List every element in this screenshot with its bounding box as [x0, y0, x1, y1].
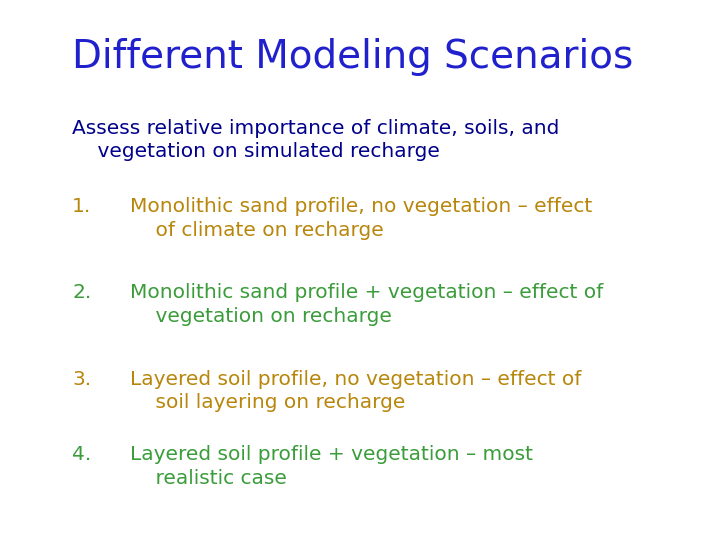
Text: Different Modeling Scenarios: Different Modeling Scenarios	[72, 38, 634, 76]
Text: Layered soil profile + vegetation – most
    realistic case: Layered soil profile + vegetation – most…	[130, 446, 533, 488]
Text: Monolithic sand profile, no vegetation – effect
    of climate on recharge: Monolithic sand profile, no vegetation –…	[130, 197, 592, 240]
Text: 1.: 1.	[72, 197, 91, 216]
Text: Assess relative importance of climate, soils, and
    vegetation on simulated re: Assess relative importance of climate, s…	[72, 119, 559, 161]
Text: Monolithic sand profile + vegetation – effect of
    vegetation on recharge: Monolithic sand profile + vegetation – e…	[130, 284, 603, 326]
Text: 3.: 3.	[72, 370, 91, 389]
Text: Layered soil profile, no vegetation – effect of
    soil layering on recharge: Layered soil profile, no vegetation – ef…	[130, 370, 581, 413]
Text: 2.: 2.	[72, 284, 91, 302]
Text: 4.: 4.	[72, 446, 91, 464]
